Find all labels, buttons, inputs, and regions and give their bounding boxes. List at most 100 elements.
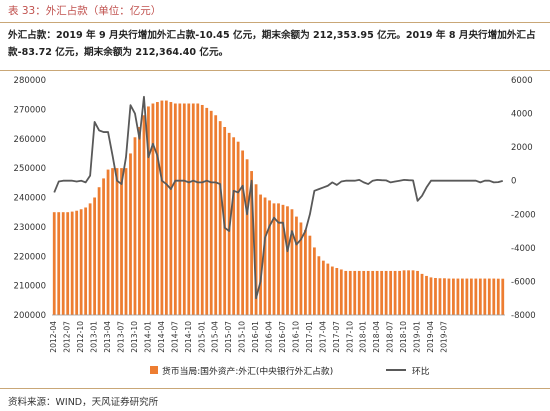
bar bbox=[272, 203, 276, 316]
x-tick-label: 2016-10 bbox=[291, 321, 300, 353]
fx-reserves-chart: 200000 210000 220000 230000 240000 250000 2600… bbox=[14, 76, 536, 377]
bar bbox=[133, 137, 137, 315]
x-tick-label: 2012-10 bbox=[76, 321, 85, 353]
x-tick-label: 2017-04 bbox=[318, 321, 327, 353]
y-right-tick-label: -4000 bbox=[511, 244, 536, 254]
bar bbox=[169, 102, 173, 315]
bar bbox=[93, 197, 96, 315]
x-tick-label: 2014-01 bbox=[143, 321, 152, 353]
bar bbox=[469, 278, 473, 315]
x-tick-label: 2013-04 bbox=[103, 321, 112, 353]
bar bbox=[111, 168, 114, 316]
bar bbox=[474, 278, 478, 315]
y-right-tick-label: -8000 bbox=[511, 311, 536, 321]
bar bbox=[456, 278, 460, 315]
bar bbox=[321, 260, 325, 315]
bar bbox=[277, 203, 280, 316]
bar bbox=[501, 278, 505, 315]
bar bbox=[232, 137, 236, 315]
bar bbox=[268, 200, 271, 315]
bar bbox=[102, 178, 105, 315]
bar bbox=[160, 100, 164, 315]
bar bbox=[452, 278, 455, 315]
y-right-tick-label: -2000 bbox=[511, 210, 536, 220]
bar bbox=[478, 278, 482, 315]
y-right-tick-label: 6000 bbox=[511, 76, 533, 86]
bar bbox=[389, 270, 393, 315]
x-tick-label: 2017-01 bbox=[305, 321, 314, 353]
bar bbox=[254, 184, 258, 315]
y-left-tick-label: 210000 bbox=[14, 282, 46, 292]
bar bbox=[124, 168, 128, 316]
y-right-tick-label: 4000 bbox=[511, 110, 533, 120]
bar bbox=[317, 256, 321, 315]
bar bbox=[487, 278, 491, 315]
bar bbox=[326, 263, 330, 315]
summary-paragraph: 外汇占款：2019 年 9 月央行增加外汇占款-10.45 亿元，期末余额为 2… bbox=[8, 30, 536, 58]
bar bbox=[312, 247, 316, 315]
bar bbox=[286, 206, 289, 315]
bar bbox=[299, 222, 303, 315]
bar bbox=[205, 107, 209, 315]
y-left-tick-label: 270000 bbox=[14, 105, 46, 115]
y-right-tick-label: -6000 bbox=[511, 277, 536, 287]
bar bbox=[79, 209, 83, 315]
bar bbox=[483, 278, 487, 315]
x-tick-label: 2013-07 bbox=[117, 321, 126, 353]
bar bbox=[88, 203, 92, 316]
bar bbox=[214, 115, 218, 315]
y-left-tick-label: 260000 bbox=[14, 135, 46, 145]
x-tick-label: 2017-10 bbox=[345, 321, 354, 353]
bar bbox=[245, 159, 249, 315]
bar bbox=[57, 212, 61, 315]
bar bbox=[295, 216, 298, 315]
bar bbox=[461, 278, 464, 315]
bar bbox=[380, 270, 384, 315]
bar bbox=[411, 270, 415, 315]
x-tick-label: 2017-07 bbox=[332, 321, 341, 353]
legend-label-bars: 货币当局:国外资产:外汇(中央银行外汇占款) bbox=[162, 365, 333, 377]
bar bbox=[147, 106, 150, 315]
bar bbox=[416, 270, 419, 315]
bar bbox=[420, 273, 424, 316]
x-tick-label: 2018-07 bbox=[386, 321, 395, 353]
bar bbox=[304, 229, 307, 315]
bar bbox=[236, 141, 240, 315]
bar bbox=[142, 115, 146, 315]
y-left-tick-label: 240000 bbox=[14, 194, 46, 204]
bar bbox=[366, 270, 370, 315]
bar bbox=[465, 278, 469, 315]
bar bbox=[375, 270, 379, 315]
x-tick-label: 2014-04 bbox=[157, 321, 166, 353]
bar bbox=[330, 266, 334, 315]
x-tick-label: 2016-04 bbox=[265, 321, 274, 353]
bar bbox=[443, 278, 446, 315]
source-rule bbox=[0, 388, 550, 389]
x-tick-label: 2019-01 bbox=[413, 321, 422, 353]
bar bbox=[106, 169, 110, 315]
x-tick-label: 2019-04 bbox=[426, 321, 435, 353]
bar bbox=[353, 270, 357, 315]
bar bbox=[371, 270, 375, 315]
y-left-tick-label: 200000 bbox=[14, 311, 46, 321]
y-left-tick-label: 220000 bbox=[14, 252, 46, 262]
bar bbox=[209, 110, 213, 315]
bar bbox=[434, 277, 437, 315]
x-tick-label: 2018-04 bbox=[372, 321, 381, 353]
bar bbox=[173, 103, 177, 315]
x-tick-label: 2016-01 bbox=[251, 321, 260, 353]
bar bbox=[156, 102, 159, 315]
bar bbox=[308, 235, 312, 315]
bar bbox=[290, 209, 294, 315]
bar bbox=[200, 104, 204, 315]
bar bbox=[151, 103, 155, 315]
bar bbox=[344, 270, 348, 315]
paragraph-rule bbox=[0, 70, 550, 71]
bar bbox=[348, 270, 352, 315]
y-left-tick-label: 280000 bbox=[14, 76, 46, 86]
bar bbox=[75, 210, 79, 315]
bar bbox=[191, 103, 195, 315]
bar bbox=[138, 127, 141, 315]
x-tick-label: 2018-10 bbox=[399, 321, 408, 353]
bar bbox=[52, 212, 56, 315]
